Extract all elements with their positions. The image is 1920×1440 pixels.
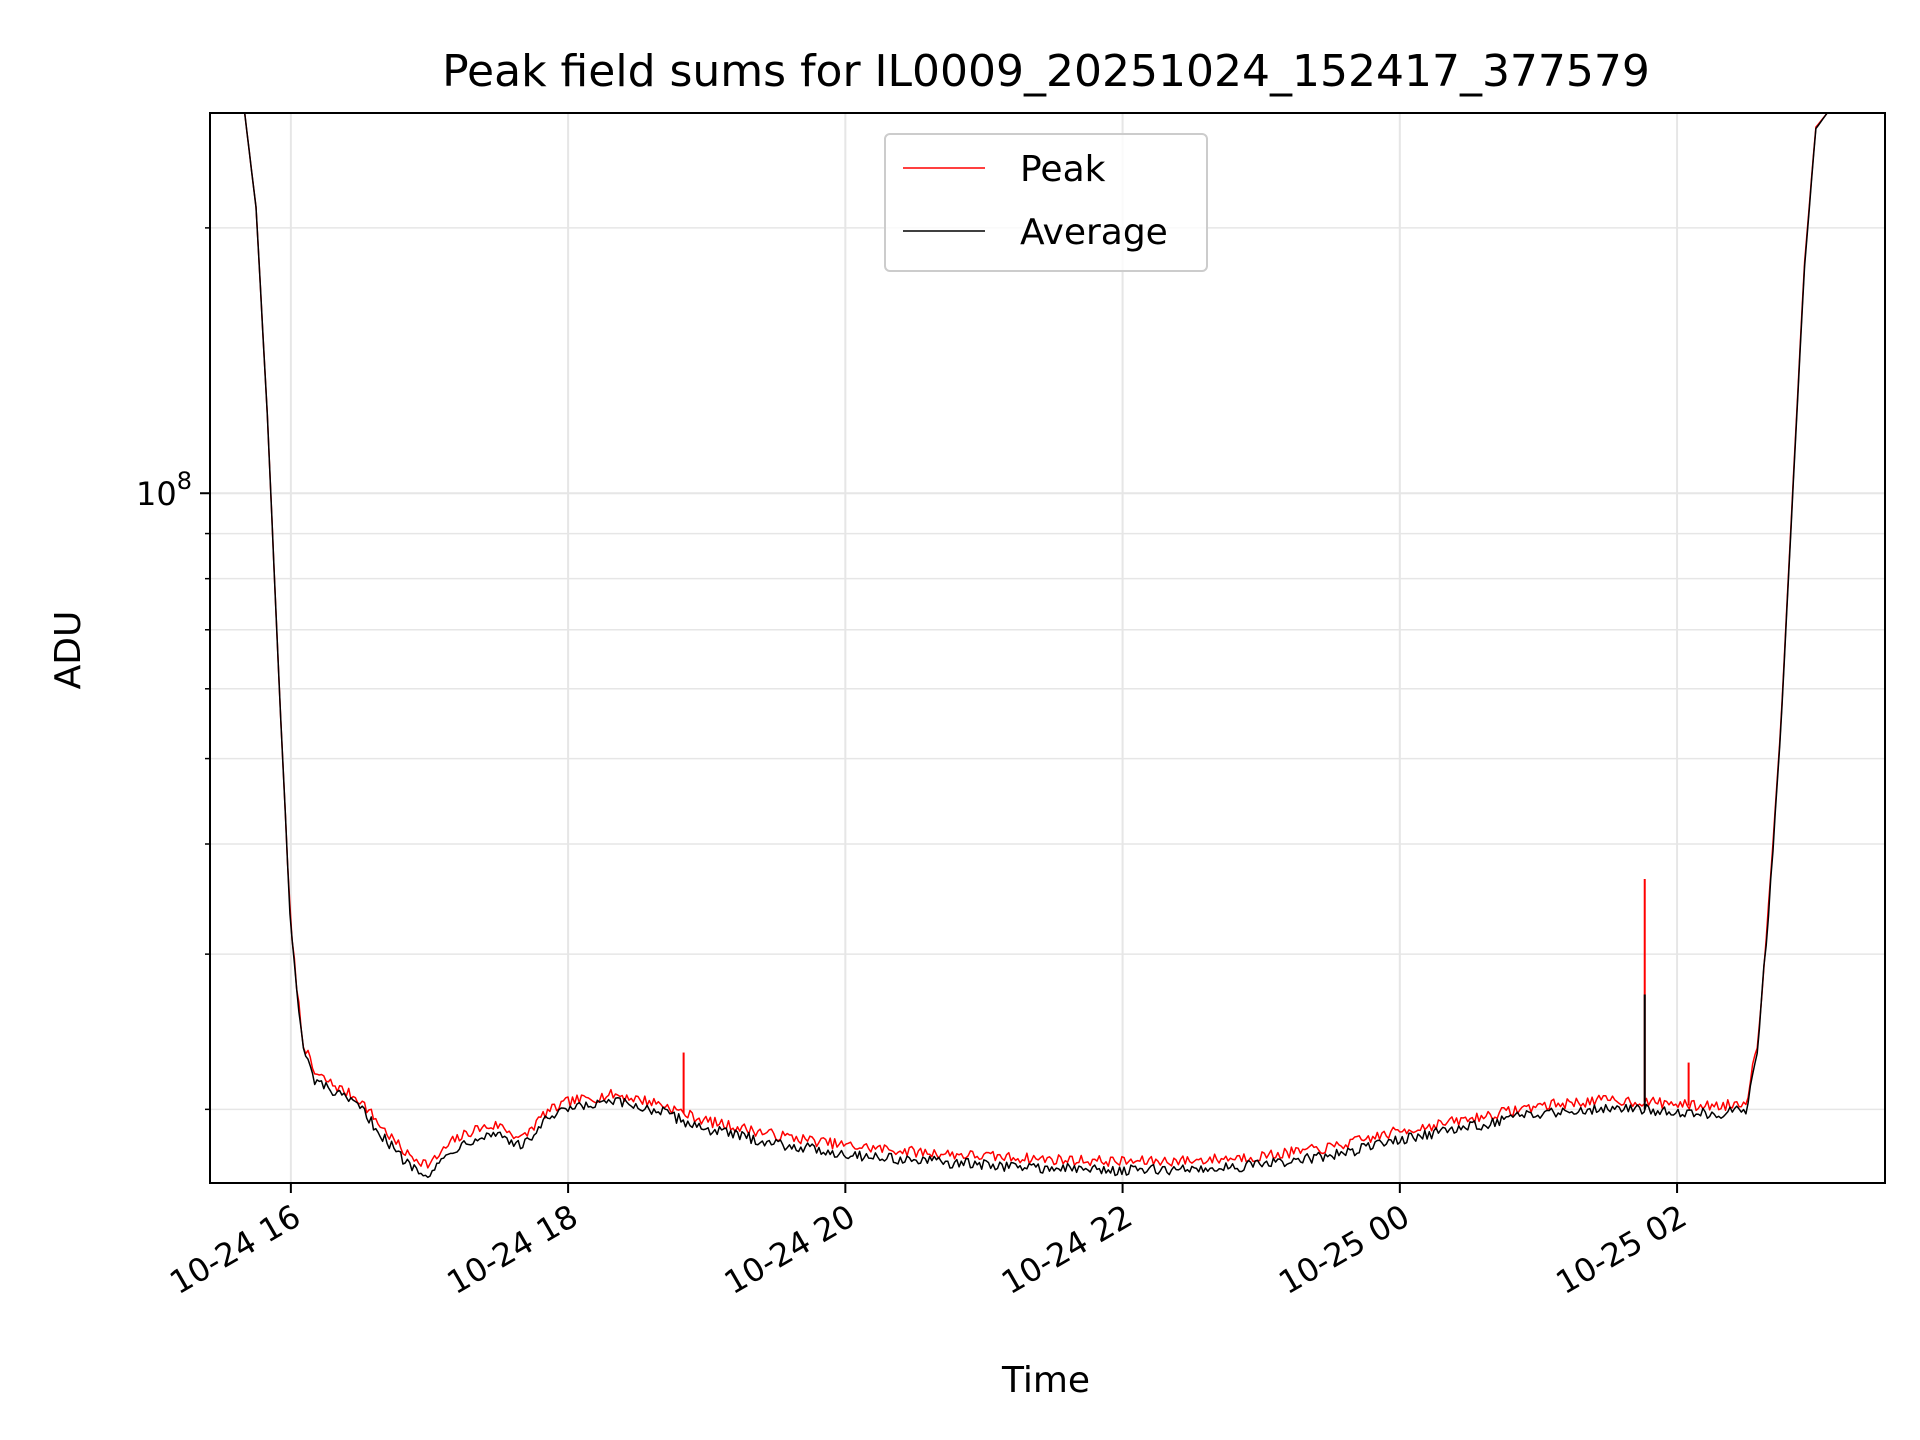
series-line-peak bbox=[243, 113, 1828, 1169]
legend-average-label: Average bbox=[1020, 212, 1168, 253]
legend-peak-label: Peak bbox=[1020, 149, 1106, 190]
y-axis-label: ADU bbox=[48, 611, 89, 690]
plot-frame bbox=[209, 112, 1886, 1184]
x-axis-label: Time bbox=[1001, 1360, 1090, 1401]
chart-title: Peak field sums for IL0009_20251024_1524… bbox=[442, 46, 1650, 97]
series-line-average bbox=[243, 113, 1828, 1179]
y-tick-label: 108 bbox=[136, 467, 192, 513]
y-axis: 108 bbox=[136, 227, 210, 1111]
grid bbox=[210, 113, 1885, 1183]
legend: Peak Average bbox=[884, 133, 1208, 272]
plot-lines bbox=[243, 113, 1828, 1179]
